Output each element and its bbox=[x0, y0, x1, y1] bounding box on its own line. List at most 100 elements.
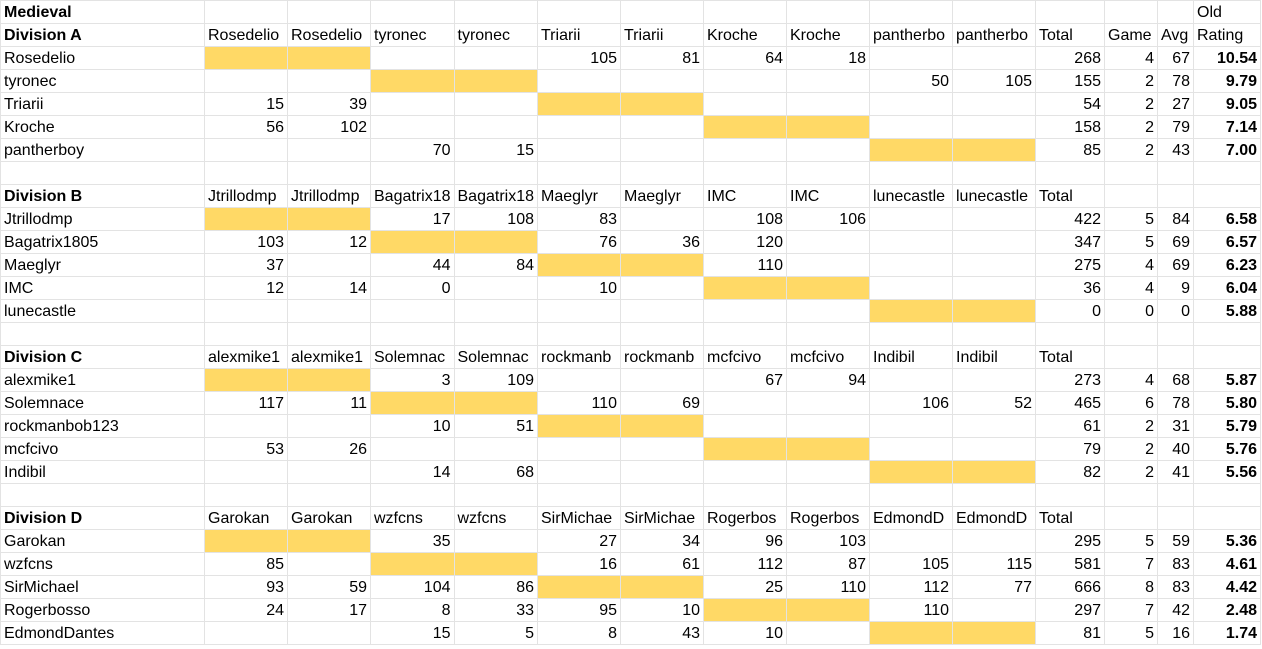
score-cell[interactable] bbox=[620, 92, 704, 116]
empty-cell[interactable] bbox=[952, 161, 1036, 185]
player-name[interactable]: pantherboy bbox=[0, 138, 205, 162]
score-cell[interactable] bbox=[453, 230, 538, 254]
avg-header[interactable]: Avg bbox=[1157, 23, 1194, 47]
score-cell[interactable]: 96 bbox=[703, 529, 787, 553]
game-header[interactable]: Game bbox=[1104, 23, 1158, 47]
empty-cell[interactable] bbox=[370, 161, 455, 185]
score-cell[interactable]: 16 bbox=[537, 552, 621, 576]
total-header[interactable]: Total bbox=[1035, 506, 1105, 530]
division-name[interactable]: Division D bbox=[0, 506, 205, 530]
rating-cell[interactable]: 5.79 bbox=[1193, 414, 1261, 438]
score-cell[interactable] bbox=[287, 552, 371, 576]
score-cell[interactable]: 69 bbox=[620, 391, 704, 415]
empty-cell[interactable] bbox=[204, 0, 288, 24]
score-cell[interactable] bbox=[703, 460, 787, 484]
empty-cell[interactable] bbox=[1157, 483, 1194, 507]
score-cell[interactable] bbox=[952, 253, 1036, 277]
score-cell[interactable] bbox=[952, 276, 1036, 300]
score-cell[interactable] bbox=[204, 460, 288, 484]
empty-cell[interactable] bbox=[1157, 161, 1194, 185]
opponent-header[interactable]: SirMichae bbox=[537, 506, 621, 530]
score-cell[interactable]: 93 bbox=[204, 575, 288, 599]
score-cell[interactable]: 44 bbox=[370, 253, 455, 277]
total-cell[interactable]: 82 bbox=[1035, 460, 1105, 484]
total-cell[interactable]: 465 bbox=[1035, 391, 1105, 415]
player-name[interactable]: Kroche bbox=[0, 115, 205, 139]
score-cell[interactable] bbox=[952, 437, 1036, 461]
score-cell[interactable]: 76 bbox=[537, 230, 621, 254]
empty-cell[interactable] bbox=[703, 483, 787, 507]
opponent-header[interactable]: pantherbo bbox=[869, 23, 953, 47]
score-cell[interactable] bbox=[952, 92, 1036, 116]
opponent-header[interactable]: rockmanb bbox=[537, 345, 621, 369]
empty-cell[interactable] bbox=[1035, 161, 1105, 185]
game-cell[interactable]: 2 bbox=[1104, 138, 1158, 162]
opponent-header[interactable]: Solemnac bbox=[453, 345, 538, 369]
avg-cell[interactable]: 78 bbox=[1157, 69, 1194, 93]
opponent-header[interactable]: tyronec bbox=[453, 23, 538, 47]
score-cell[interactable] bbox=[453, 69, 538, 93]
empty-cell[interactable] bbox=[204, 483, 288, 507]
avg-cell[interactable]: 79 bbox=[1157, 115, 1194, 139]
empty-cell[interactable] bbox=[453, 161, 538, 185]
empty-cell[interactable] bbox=[1193, 345, 1261, 369]
score-cell[interactable]: 27 bbox=[537, 529, 621, 553]
score-cell[interactable]: 52 bbox=[952, 391, 1036, 415]
avg-cell[interactable]: 69 bbox=[1157, 230, 1194, 254]
score-cell[interactable] bbox=[786, 138, 870, 162]
score-cell[interactable]: 112 bbox=[703, 552, 787, 576]
score-cell[interactable]: 104 bbox=[370, 575, 455, 599]
score-cell[interactable] bbox=[453, 276, 538, 300]
score-cell[interactable]: 95 bbox=[537, 598, 621, 622]
player-name[interactable]: Maeglyr bbox=[0, 253, 205, 277]
total-header[interactable]: Total bbox=[1035, 345, 1105, 369]
empty-cell[interactable] bbox=[1035, 322, 1105, 346]
score-cell[interactable]: 102 bbox=[287, 115, 371, 139]
score-cell[interactable]: 108 bbox=[703, 207, 787, 231]
player-name[interactable]: tyronec bbox=[0, 69, 205, 93]
game-cell[interactable]: 6 bbox=[1104, 391, 1158, 415]
score-cell[interactable]: 43 bbox=[620, 621, 704, 645]
empty-cell[interactable] bbox=[1157, 0, 1194, 24]
total-cell[interactable]: 422 bbox=[1035, 207, 1105, 231]
empty-cell[interactable] bbox=[620, 0, 704, 24]
empty-cell[interactable] bbox=[869, 322, 953, 346]
score-cell[interactable]: 56 bbox=[204, 115, 288, 139]
avg-cell[interactable]: 40 bbox=[1157, 437, 1194, 461]
game-cell[interactable]: 2 bbox=[1104, 92, 1158, 116]
empty-cell[interactable] bbox=[1193, 322, 1261, 346]
score-cell[interactable] bbox=[287, 253, 371, 277]
game-cell[interactable]: 4 bbox=[1104, 46, 1158, 70]
score-cell[interactable] bbox=[869, 207, 953, 231]
empty-cell[interactable] bbox=[453, 483, 538, 507]
score-cell[interactable] bbox=[786, 230, 870, 254]
opponent-header[interactable]: IMC bbox=[703, 184, 787, 208]
empty-cell[interactable] bbox=[786, 322, 870, 346]
score-cell[interactable] bbox=[869, 460, 953, 484]
empty-cell[interactable] bbox=[1193, 184, 1261, 208]
rating-cell[interactable]: 9.79 bbox=[1193, 69, 1261, 93]
score-cell[interactable]: 51 bbox=[453, 414, 538, 438]
rating-cell[interactable]: 6.58 bbox=[1193, 207, 1261, 231]
score-cell[interactable] bbox=[287, 138, 371, 162]
score-cell[interactable] bbox=[786, 460, 870, 484]
opponent-header[interactable]: Solemnac bbox=[370, 345, 455, 369]
opponent-header[interactable]: Rosedelio bbox=[204, 23, 288, 47]
score-cell[interactable] bbox=[952, 207, 1036, 231]
empty-cell[interactable] bbox=[204, 322, 288, 346]
game-cell[interactable]: 4 bbox=[1104, 368, 1158, 392]
game-cell[interactable]: 0 bbox=[1104, 299, 1158, 323]
empty-cell[interactable] bbox=[620, 322, 704, 346]
rating-cell[interactable]: 4.42 bbox=[1193, 575, 1261, 599]
score-cell[interactable] bbox=[370, 69, 455, 93]
opponent-header[interactable]: Indibil bbox=[952, 345, 1036, 369]
score-cell[interactable] bbox=[453, 46, 538, 70]
player-name[interactable]: rockmanbob123 bbox=[0, 414, 205, 438]
game-cell[interactable]: 8 bbox=[1104, 575, 1158, 599]
empty-cell[interactable] bbox=[287, 322, 371, 346]
score-cell[interactable]: 64 bbox=[703, 46, 787, 70]
score-cell[interactable] bbox=[952, 138, 1036, 162]
score-cell[interactable] bbox=[620, 138, 704, 162]
empty-cell[interactable] bbox=[1104, 345, 1158, 369]
score-cell[interactable]: 14 bbox=[370, 460, 455, 484]
